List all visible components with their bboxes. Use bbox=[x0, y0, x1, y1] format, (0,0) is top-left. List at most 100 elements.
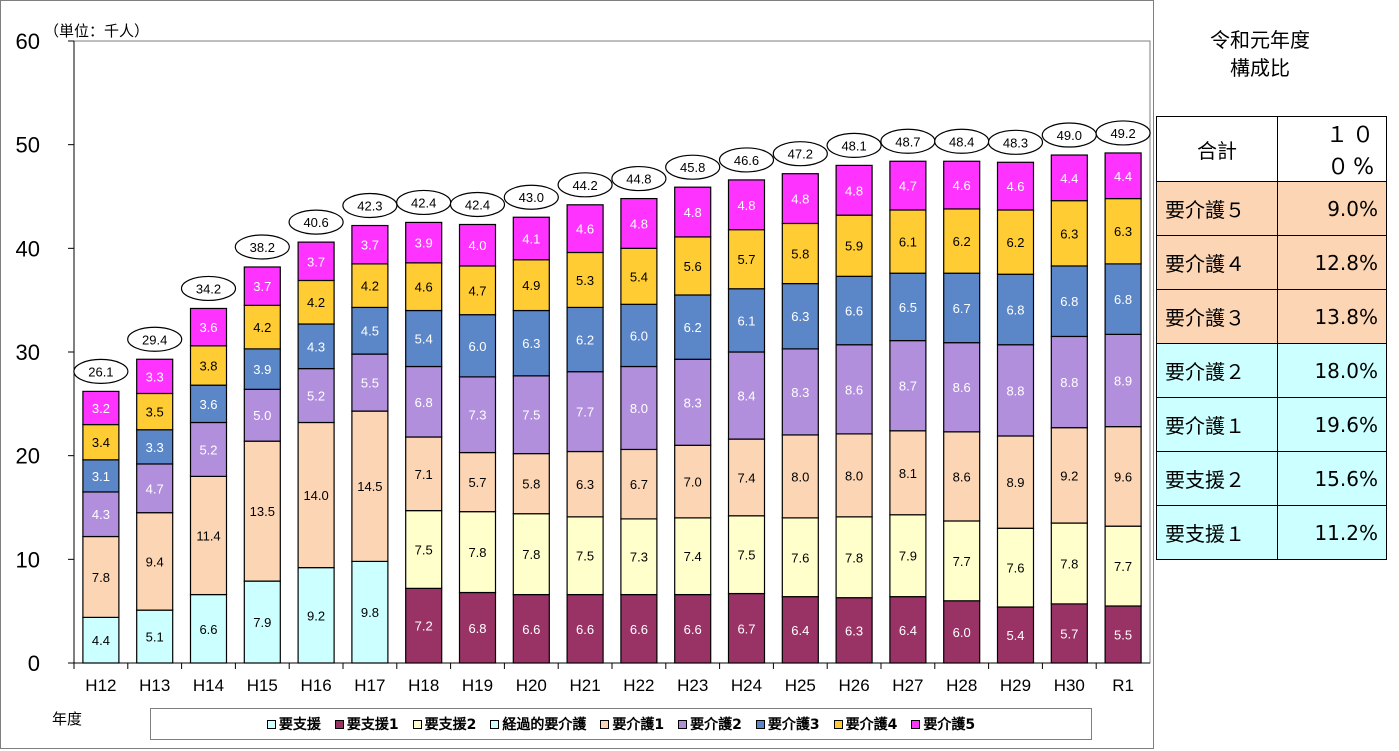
ratio-value: 18.0% bbox=[1277, 343, 1387, 398]
legend-label: 要介護4 bbox=[845, 717, 898, 733]
segment-value-label: 4.5 bbox=[361, 324, 379, 339]
total-bubble bbox=[772, 141, 828, 167]
segment-value-label: 6.3 bbox=[1114, 224, 1132, 239]
bar-segment bbox=[458, 265, 497, 316]
y-tick-label: 20 bbox=[16, 444, 40, 469]
segment-value-label: 6.4 bbox=[899, 623, 917, 638]
x-tick-label: H17 bbox=[354, 676, 385, 695]
bar-segment bbox=[82, 459, 120, 493]
bar-segment bbox=[458, 223, 497, 267]
bar-segment bbox=[1104, 525, 1142, 607]
ratio-row: 合計 １００% bbox=[1156, 116, 1387, 182]
segment-value-label: 5.7 bbox=[737, 252, 755, 267]
segment-value-label: 6.8 bbox=[468, 621, 486, 636]
segment-value-label: 4.4 bbox=[1114, 169, 1132, 184]
legend-item: 要介護4 bbox=[833, 714, 898, 734]
bar-segment bbox=[781, 173, 819, 225]
legend-swatch bbox=[911, 719, 921, 729]
segment-value-label: 7.7 bbox=[1114, 559, 1132, 574]
bar-segment bbox=[351, 306, 389, 355]
bar-segment bbox=[297, 367, 335, 424]
segment-value-label: 6.4 bbox=[791, 623, 809, 638]
segment-value-label: 6.6 bbox=[845, 304, 863, 319]
bar-segment bbox=[727, 229, 766, 290]
bar-segment bbox=[351, 560, 389, 664]
segment-value-label: 4.6 bbox=[953, 178, 971, 193]
x-tick-label: H29 bbox=[1000, 676, 1031, 695]
segment-value-label: 6.7 bbox=[630, 477, 648, 492]
segment-value-label: 3.6 bbox=[199, 397, 217, 412]
bar-segment bbox=[566, 306, 604, 373]
ratio-category: 要介護５ bbox=[1156, 181, 1278, 236]
legend-swatch bbox=[755, 719, 765, 729]
bar-segment bbox=[943, 431, 981, 522]
segment-value-label: 13.5 bbox=[250, 504, 275, 519]
segment-value-label: 7.8 bbox=[92, 570, 110, 585]
ratio-title-line1: 令和元年度 bbox=[1210, 28, 1310, 52]
total-value-label: 38.2 bbox=[250, 240, 275, 255]
bar-segment bbox=[458, 376, 497, 454]
x-tick-label: H19 bbox=[462, 676, 493, 695]
legend-label: 経過的要介護 bbox=[502, 717, 587, 733]
bar-segment bbox=[566, 204, 604, 254]
legend-label: 要支援 bbox=[278, 717, 321, 733]
segment-value-label: 8.9 bbox=[1006, 475, 1024, 490]
bar-segment bbox=[189, 475, 228, 596]
segment-value-label: 14.0 bbox=[303, 488, 328, 503]
legend-label: 要介護1 bbox=[612, 717, 665, 733]
ratio-category: 要介護２ bbox=[1156, 343, 1278, 398]
segment-value-label: 6.6 bbox=[522, 622, 540, 637]
total-value-label: 49.0 bbox=[1057, 128, 1082, 143]
segment-value-label: 5.8 bbox=[791, 247, 809, 262]
x-tick-label: H24 bbox=[731, 676, 762, 695]
segment-value-label: 4.4 bbox=[92, 633, 110, 648]
segment-value-label: 8.8 bbox=[1006, 383, 1024, 398]
bar-segment bbox=[620, 197, 658, 249]
bar-segment bbox=[136, 392, 174, 431]
segment-value-label: 3.6 bbox=[199, 320, 217, 335]
segment-value-label: 7.5 bbox=[415, 542, 433, 557]
x-tick-label: H16 bbox=[301, 676, 332, 695]
segment-value-label: 4.2 bbox=[253, 320, 271, 335]
bar-segment bbox=[243, 388, 281, 442]
segment-value-label: 8.7 bbox=[899, 379, 917, 394]
bar-segment bbox=[1104, 605, 1142, 664]
total-value-label: 40.6 bbox=[303, 215, 328, 230]
segment-value-label: 14.5 bbox=[357, 479, 382, 494]
x-tick-label: R1 bbox=[1112, 676, 1134, 695]
segment-value-label: 6.8 bbox=[415, 395, 433, 410]
segment-value-label: 8.0 bbox=[845, 468, 863, 483]
segment-value-label: 8.9 bbox=[1114, 374, 1132, 389]
y-tick-label: 0 bbox=[28, 651, 40, 676]
segment-value-label: 7.7 bbox=[576, 405, 594, 420]
total-bubble bbox=[987, 129, 1044, 155]
segment-value-label: 4.3 bbox=[92, 507, 110, 522]
bar-segment bbox=[1104, 333, 1142, 428]
bar-segment bbox=[835, 275, 873, 346]
bar-segment bbox=[136, 512, 174, 611]
bar-segment bbox=[1050, 522, 1088, 605]
total-bubble bbox=[288, 209, 344, 235]
bar-segment bbox=[1104, 263, 1142, 335]
segment-value-label: 3.3 bbox=[146, 369, 164, 384]
x-tick-label: H20 bbox=[516, 676, 547, 695]
legend-item: 経過的要介護 bbox=[490, 714, 586, 734]
ratio-row: 要支援１ 11.2% bbox=[1156, 505, 1387, 560]
segment-value-label: 4.1 bbox=[522, 231, 540, 246]
segment-value-label: 8.3 bbox=[791, 385, 809, 400]
segment-value-label: 5.4 bbox=[1006, 628, 1024, 643]
total-value-label: 42.4 bbox=[465, 197, 490, 212]
bar-segment bbox=[512, 216, 550, 261]
bar-segment bbox=[512, 513, 550, 596]
total-value-label: 48.7 bbox=[895, 134, 920, 149]
segment-value-label: 3.7 bbox=[253, 279, 271, 294]
bar-segment bbox=[1104, 152, 1142, 200]
segment-value-label: 7.5 bbox=[576, 549, 594, 564]
legend-item: 要介護3 bbox=[755, 714, 820, 734]
bar-segment bbox=[996, 435, 1035, 529]
bar-segment bbox=[189, 593, 228, 664]
segment-value-label: 6.2 bbox=[953, 234, 971, 249]
bar-segment bbox=[297, 279, 335, 325]
bar-segment bbox=[82, 491, 120, 538]
segment-value-label: 6.1 bbox=[899, 235, 917, 250]
